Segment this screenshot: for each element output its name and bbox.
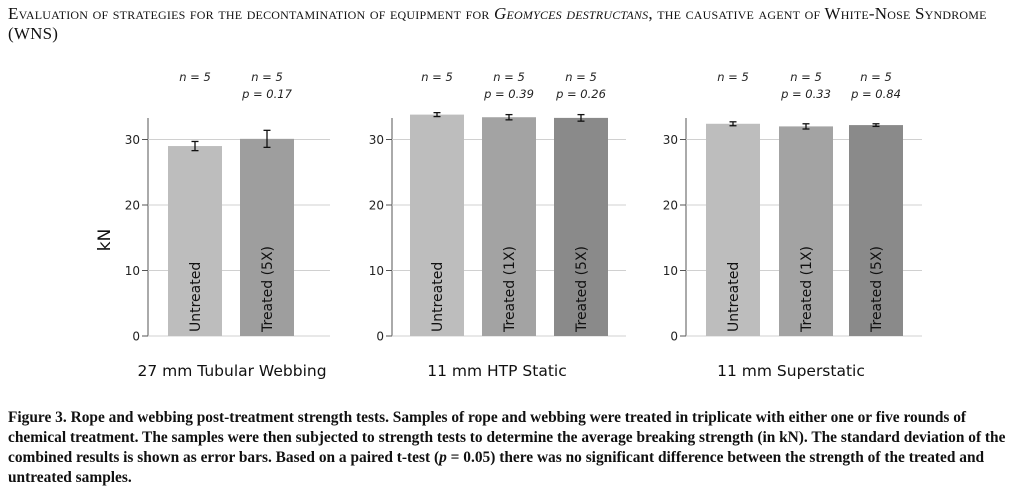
p-label: p = 0.39: [483, 87, 534, 101]
n-label: n = 5: [860, 70, 892, 84]
bar: [554, 117, 608, 336]
p-label: p = 0.26: [555, 87, 606, 101]
header-text-2: , the causative agent of White-Nose Synd…: [8, 4, 987, 43]
y-tick-label: 10: [125, 264, 140, 278]
n-label: n = 5: [565, 70, 597, 84]
bar: [168, 146, 222, 336]
bar: [240, 138, 294, 336]
caption-p-value: = 0.05): [446, 449, 496, 466]
panel-title: 11 mm Superstatic: [717, 362, 865, 380]
y-tick-label: 30: [125, 133, 140, 147]
n-label: n = 5: [790, 70, 822, 84]
caption-label: Figure 3.: [8, 409, 67, 426]
panel-title: 11 mm HTP Static: [427, 362, 567, 380]
y-tick-label: 20: [369, 199, 384, 213]
bar-category-label: Treated (1X): [502, 246, 518, 333]
y-tick-label: 10: [663, 264, 678, 278]
n-label: n = 5: [717, 70, 749, 84]
y-tick-label: 0: [670, 330, 678, 344]
figure-3-chart: 0 10 20 30 Untreated n = 5 Treated (5X) n = 5 p …: [95, 70, 922, 380]
caption-text-1: Rope and webbing post-treatment strength…: [8, 409, 1006, 466]
p-label: p = 0.17: [241, 87, 293, 101]
y-tick-label: 0: [132, 330, 140, 344]
bar: [410, 114, 464, 336]
bar-category-label: Untreated: [726, 262, 742, 332]
bar: [482, 117, 536, 336]
bar: [849, 125, 903, 336]
y-tick-label: 10: [369, 264, 384, 278]
bar-category-label: Treated (5X): [869, 246, 885, 333]
y-tick-label: 30: [663, 133, 678, 147]
bar-category-label: Untreated: [188, 262, 204, 332]
bar-category-label: Untreated: [430, 262, 446, 332]
bar: [706, 123, 760, 336]
n-label: n = 5: [421, 70, 453, 84]
n-label: n = 5: [251, 70, 283, 84]
y-tick-label: 0: [376, 330, 384, 344]
bar-category-label: Treated (5X): [574, 246, 590, 333]
running-header: Evaluation of strategies for the deconta…: [8, 4, 1018, 44]
header-text-1: Evaluation of strategies for the deconta…: [8, 4, 490, 23]
figure-caption: Figure 3. Rope and webbing post-treatmen…: [8, 408, 1018, 488]
y-axis-label: kN: [95, 229, 115, 252]
caption-p-symbol: p: [439, 449, 447, 466]
y-tick-label: 30: [369, 133, 384, 147]
header-organism: Geomyces destructans: [494, 4, 649, 23]
p-label: p = 0.84: [850, 87, 901, 101]
y-tick-label: 20: [663, 199, 678, 213]
panel-title: 27 mm Tubular Webbing: [137, 362, 326, 380]
y-tick-label: 20: [125, 199, 140, 213]
n-label: n = 5: [493, 70, 525, 84]
bar-category-label: Treated (5X): [260, 246, 276, 333]
bar: [779, 126, 833, 337]
n-label: n = 5: [179, 70, 211, 84]
bar-category-label: Treated (1X): [799, 246, 815, 333]
p-label: p = 0.33: [780, 87, 831, 101]
caption-text-2: there was no significant difference betw…: [8, 449, 985, 486]
